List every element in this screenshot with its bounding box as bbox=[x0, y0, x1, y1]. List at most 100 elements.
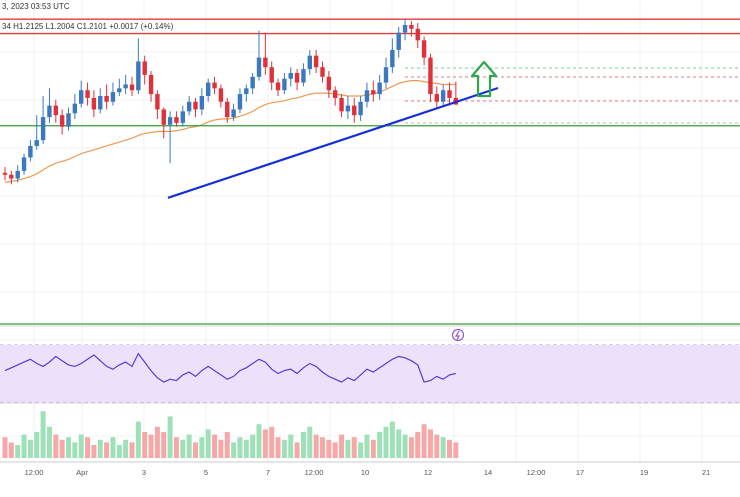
volume-bar bbox=[408, 437, 414, 458]
candle-body bbox=[225, 101, 230, 118]
volume-bar bbox=[250, 434, 256, 458]
candle bbox=[256, 30, 262, 81]
x-axis-label: 5 bbox=[204, 468, 208, 477]
candle-body bbox=[148, 74, 154, 95]
volume-bar bbox=[377, 432, 383, 458]
volume-bar bbox=[116, 445, 122, 458]
volume-bar bbox=[447, 439, 452, 458]
candle-body bbox=[301, 69, 306, 83]
volume-bar bbox=[358, 442, 364, 458]
candle bbox=[326, 71, 332, 98]
volume-bar bbox=[186, 434, 192, 458]
candle bbox=[282, 72, 287, 95]
rsi-band bbox=[0, 345, 740, 402]
candle-body bbox=[199, 96, 205, 110]
candle bbox=[447, 82, 452, 106]
volume-bar bbox=[129, 442, 135, 458]
candle bbox=[34, 115, 39, 150]
candle bbox=[123, 74, 128, 95]
volume-bar bbox=[262, 429, 268, 458]
candle bbox=[91, 90, 97, 118]
candle-body bbox=[237, 94, 243, 110]
candle-body bbox=[117, 88, 122, 93]
candle-body bbox=[250, 76, 255, 89]
candle bbox=[129, 76, 135, 96]
up-arrow-icon bbox=[470, 60, 498, 98]
volume-bar bbox=[224, 432, 230, 458]
candle-body bbox=[440, 90, 446, 102]
x-axis-label: 21 bbox=[702, 468, 710, 477]
volume-bar bbox=[231, 442, 237, 458]
candle bbox=[434, 86, 439, 108]
candle-body bbox=[390, 49, 395, 68]
x-axis-label: 19 bbox=[640, 468, 648, 477]
candle-body bbox=[142, 61, 147, 75]
candle bbox=[320, 61, 325, 83]
candle-body bbox=[345, 105, 351, 112]
volume-bars bbox=[2, 411, 459, 458]
x-axis-label: 14 bbox=[484, 468, 492, 477]
volume-bar bbox=[167, 416, 173, 458]
volume-bar bbox=[72, 442, 78, 458]
candle-body bbox=[383, 67, 389, 83]
volume-bar bbox=[91, 445, 97, 458]
candle-body bbox=[91, 97, 97, 110]
candle-body bbox=[415, 28, 420, 41]
candle bbox=[421, 36, 427, 66]
candle-body bbox=[231, 109, 236, 118]
candles bbox=[2, 19, 459, 185]
candle-body bbox=[409, 24, 414, 29]
volume-bar bbox=[46, 426, 52, 458]
candle bbox=[180, 105, 185, 127]
candle bbox=[161, 107, 166, 139]
x-axis: 12:00 Apr 3 5 7 12:00 10 12 14 12:00 17 19 21 bbox=[25, 468, 711, 477]
volume-bar bbox=[154, 426, 160, 458]
candle-body bbox=[282, 78, 287, 91]
volume-bar bbox=[351, 437, 357, 458]
volume-bar bbox=[332, 442, 338, 458]
candle bbox=[47, 88, 52, 123]
volume-bar bbox=[294, 442, 300, 458]
candle bbox=[174, 111, 179, 127]
volume-bar bbox=[218, 439, 224, 458]
volume-bar bbox=[97, 439, 103, 458]
volume-bar bbox=[256, 424, 262, 458]
candle-body bbox=[307, 55, 312, 70]
candle-body bbox=[288, 72, 293, 79]
volume-bar bbox=[59, 439, 65, 458]
volume-bar bbox=[345, 439, 351, 458]
candle bbox=[313, 49, 319, 73]
volume-bar bbox=[173, 437, 179, 458]
candle bbox=[66, 107, 71, 131]
candle bbox=[364, 82, 370, 108]
trend-line[interactable] bbox=[167, 86, 499, 199]
candle bbox=[9, 170, 14, 185]
lightning-icon[interactable] bbox=[451, 328, 465, 342]
candle-body bbox=[263, 57, 268, 68]
candle bbox=[275, 78, 281, 96]
candle-body bbox=[320, 67, 325, 77]
volume-bar bbox=[402, 434, 408, 458]
candle bbox=[250, 72, 255, 95]
candle-body bbox=[396, 32, 401, 50]
volume-bar bbox=[110, 437, 116, 458]
candle bbox=[409, 21, 414, 37]
candle-body bbox=[402, 24, 408, 33]
candle-body bbox=[85, 90, 90, 98]
candle bbox=[59, 109, 65, 135]
candle-body bbox=[161, 109, 166, 125]
candle bbox=[339, 94, 344, 118]
candle bbox=[186, 96, 192, 116]
candle-body bbox=[79, 90, 84, 104]
candle bbox=[244, 84, 249, 102]
volume-bar bbox=[313, 434, 319, 458]
volume-bar bbox=[2, 437, 8, 458]
candle bbox=[294, 69, 300, 91]
volume-bar bbox=[15, 445, 21, 458]
volume-bar bbox=[212, 434, 218, 458]
volume-bar bbox=[440, 437, 446, 458]
x-axis-label: 10 bbox=[361, 468, 369, 477]
candle bbox=[383, 57, 389, 89]
